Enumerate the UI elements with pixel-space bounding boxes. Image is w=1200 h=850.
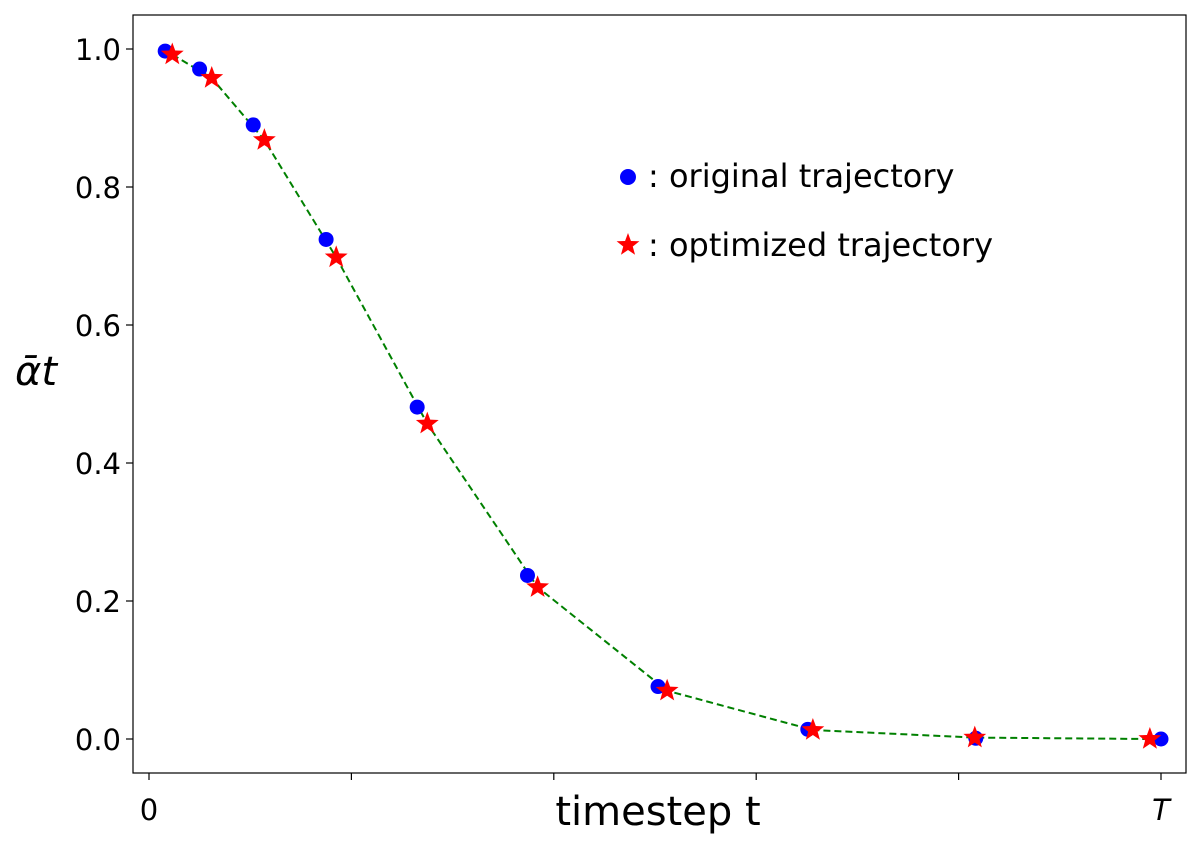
x-tick-label: 0 xyxy=(140,793,158,827)
optimized-point xyxy=(415,411,439,434)
plot-frame xyxy=(132,14,1187,774)
y-tick-label: 0.6 xyxy=(75,309,121,343)
optimized-point xyxy=(801,718,825,740)
y-tick-label: 0.0 xyxy=(75,723,121,757)
y-tick-label: 0.2 xyxy=(75,585,121,619)
x-tick-label: T xyxy=(1152,793,1172,827)
optimized-point xyxy=(526,575,550,597)
legend-label-original: : original trajectory xyxy=(648,157,954,195)
legend: : original trajectory : optimized trajec… xyxy=(616,157,993,264)
optimized-point xyxy=(655,678,679,701)
y-tick-label: 0.4 xyxy=(75,447,121,481)
y-axis-label: ᾱt xyxy=(15,349,58,395)
optimized-point xyxy=(963,725,987,748)
legend-circle-marker xyxy=(620,169,636,185)
optimized-point xyxy=(324,245,348,268)
optimized-point xyxy=(1138,727,1162,749)
original-point xyxy=(192,61,208,77)
y-axis-ticks: 0.0 0.2 0.4 0.6 0.8 1.0 xyxy=(75,33,133,757)
series-markers xyxy=(157,42,1169,749)
x-axis-label: timestep t xyxy=(555,789,760,835)
original-point xyxy=(519,567,535,583)
optimized-point xyxy=(200,65,224,88)
legend-label-optimized: : optimized trajectory xyxy=(648,226,993,264)
y-tick-label: 1.0 xyxy=(75,33,121,67)
original-point xyxy=(409,399,425,415)
trajectory-dashed-line xyxy=(171,53,1150,740)
optimized-point xyxy=(252,128,276,150)
legend-star-marker xyxy=(616,233,640,255)
optimized-point xyxy=(160,42,184,65)
original-point xyxy=(318,231,334,247)
original-point xyxy=(245,117,261,133)
y-tick-label: 0.8 xyxy=(75,171,121,205)
